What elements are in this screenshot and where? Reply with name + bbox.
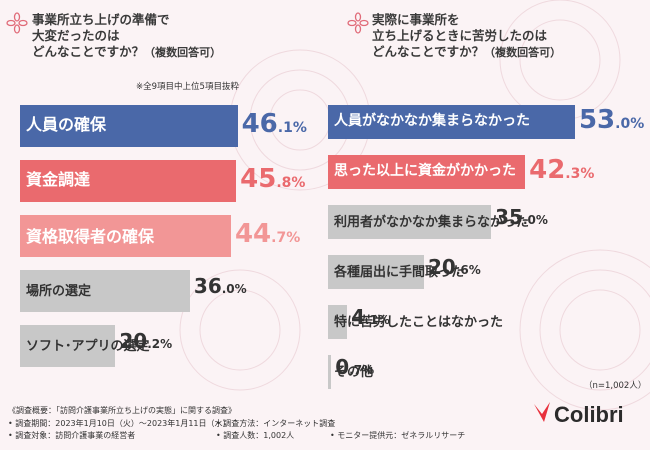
value-decimal: .0% bbox=[522, 213, 548, 227]
bar-category-label: 資金調達 bbox=[26, 170, 91, 189]
bar bbox=[328, 155, 526, 189]
survey-method: • 調査方法：インターネット調査 bbox=[216, 419, 336, 428]
value-decimal: .0% bbox=[221, 282, 247, 296]
survey-period: • 調査期間：2023年1月10日（火）〜2023年1月11日（水） bbox=[8, 419, 231, 428]
value-decimal: .8% bbox=[276, 175, 306, 191]
bar-category-label: ソフト･アプリの選定 bbox=[26, 339, 150, 354]
bar-category-label: 人員の確保 bbox=[26, 115, 107, 134]
colibri-logo-icon bbox=[534, 402, 550, 422]
value-integer: 53 bbox=[578, 105, 616, 135]
bar-value-label: 46.1% bbox=[242, 109, 307, 139]
bar-value-label: 0.7% bbox=[335, 355, 374, 379]
bar bbox=[20, 270, 190, 312]
value-decimal: .0% bbox=[615, 116, 645, 132]
value-decimal: .3% bbox=[565, 166, 595, 182]
bar-category-label: 資格取得者の確保 bbox=[26, 227, 155, 246]
bar bbox=[328, 105, 575, 139]
right-question-title: 実際に事業所を 立ち上げるときに苦労したのは どんなことですか？（複数回答可） bbox=[372, 12, 562, 59]
bar-category-label: 利用者がなかなか集まらなかった bbox=[334, 215, 530, 230]
value-integer: 36 bbox=[193, 274, 222, 298]
survey-count: • 調査人数：1,002人 bbox=[216, 431, 295, 440]
bar bbox=[20, 160, 237, 202]
bar bbox=[20, 105, 238, 147]
left-question-title: 事業所立ち上げの準備で 大変だったのは どんなことですか？（複数回答可） bbox=[32, 12, 222, 59]
value-decimal: .6% bbox=[455, 263, 481, 277]
value-integer: 20 bbox=[427, 255, 456, 279]
value-integer: 20 bbox=[119, 329, 148, 353]
value-integer: 4 bbox=[351, 305, 366, 329]
bar bbox=[328, 355, 332, 389]
bar-value-label: 20.6% bbox=[428, 255, 481, 279]
bar bbox=[20, 325, 116, 367]
bar bbox=[328, 205, 492, 239]
flower-icon bbox=[6, 12, 28, 34]
brand-name: Colibri bbox=[554, 402, 624, 427]
survey-monitor: • モニター提供元：ゼネラルリサーチ bbox=[330, 431, 466, 440]
value-integer: 44 bbox=[234, 219, 272, 249]
bar-category-label: 各種届出に手間取った bbox=[334, 265, 465, 280]
left-note: ※全9項目中上位5項目抜粋 bbox=[136, 82, 239, 92]
bar bbox=[20, 215, 231, 257]
bar-category-label: 場所の選定 bbox=[26, 284, 92, 299]
bar-value-label: 36.0% bbox=[194, 274, 247, 298]
bar-value-label: 4.1% bbox=[351, 305, 390, 329]
value-decimal: .2% bbox=[147, 337, 173, 351]
bar-value-label: 42.3% bbox=[529, 155, 594, 185]
bar-value-label: 44.7% bbox=[235, 219, 300, 249]
bar bbox=[328, 305, 348, 339]
bar-category-label: 特に苦労したことはなかった bbox=[334, 315, 504, 330]
sample-size: （n=1,002人） bbox=[584, 381, 647, 391]
value-integer: 46 bbox=[241, 109, 278, 139]
value-integer: 45 bbox=[240, 164, 277, 194]
survey-title: 《調査概要：「訪問介護事業所立ち上げの実態」に関する調査》 bbox=[8, 406, 236, 415]
value-integer: 0 bbox=[335, 355, 350, 379]
value-integer: 42 bbox=[529, 155, 566, 185]
value-decimal: .1% bbox=[277, 120, 307, 136]
bar-value-label: 45.8% bbox=[240, 164, 305, 194]
bar bbox=[328, 255, 424, 289]
value-decimal: .1% bbox=[365, 313, 390, 327]
value-decimal: .7% bbox=[271, 230, 301, 246]
bar-value-label: 53.0% bbox=[579, 105, 644, 135]
bar-category-label: 思った以上に資金がかかった bbox=[334, 163, 516, 179]
value-integer: 35 bbox=[495, 205, 523, 229]
bar-value-label: 35.0% bbox=[495, 205, 548, 229]
bar-category-label: 人員がなかなか集まらなかった bbox=[334, 113, 530, 129]
bar-value-label: 20.2% bbox=[119, 329, 172, 353]
survey-target: • 調査対象：訪問介護事業の経営者 bbox=[8, 431, 136, 440]
flower-icon bbox=[347, 12, 369, 34]
value-decimal: .7% bbox=[349, 363, 375, 377]
bar-category-label: その他 bbox=[334, 365, 374, 380]
